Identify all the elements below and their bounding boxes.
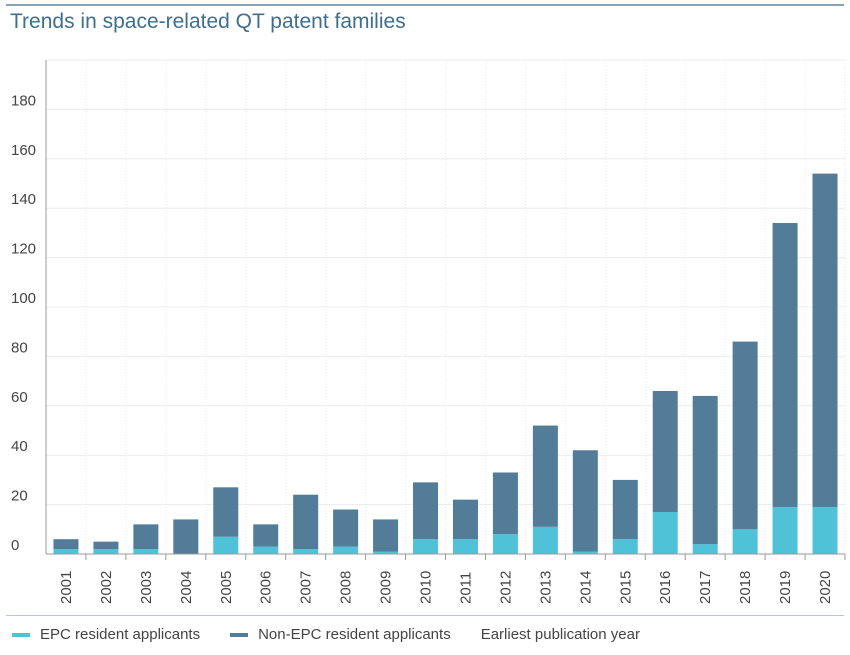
x-tick-label: 2015	[617, 571, 634, 604]
y-tick-label: 40	[11, 438, 28, 455]
x-tick-label: 2016	[657, 571, 674, 604]
legend-label-epc: EPC resident applicants	[40, 626, 201, 643]
bar-non-epc	[772, 223, 798, 508]
x-tick-label: 2020	[817, 571, 834, 604]
stacked-bar-chart: 0 20 40 60 80 100 120 140 160 180 2001 2002 2003 2004…	[11, 59, 846, 604]
x-tick-label: 2001	[58, 571, 75, 604]
bar-epc	[293, 549, 319, 554]
x-tick-label: 2007	[298, 571, 315, 604]
y-tick-label: 80	[11, 339, 28, 356]
bar-epc	[692, 544, 718, 554]
y-tick-label: 20	[11, 488, 28, 505]
x-tick-label: 2017	[697, 571, 714, 604]
legend-swatch-non-epc	[230, 632, 249, 637]
bar-non-epc	[213, 487, 239, 537]
bar-epc	[373, 551, 399, 554]
bar-non-epc	[812, 173, 838, 508]
bar-epc	[213, 536, 239, 554]
legend-item-epc: EPC resident applicants	[12, 626, 200, 643]
chart-title: Trends in space-related QT patent famili…	[10, 10, 406, 33]
bar-non-epc	[333, 509, 359, 547]
bar-non-epc	[133, 524, 159, 550]
x-tick-label: 2018	[737, 571, 754, 604]
y-tick-label: 160	[11, 142, 36, 159]
x-tick-label: 2006	[258, 571, 275, 604]
bar-non-epc	[373, 519, 399, 552]
bar-epc	[652, 512, 678, 554]
x-tick-label: 2013	[537, 571, 554, 604]
bar-non-epc	[53, 539, 79, 550]
x-axis-label: Earliest publication year	[480, 626, 640, 643]
legend: EPC resident applicants Non-EPC resident…	[12, 626, 670, 643]
bar-epc	[812, 507, 838, 554]
bar-non-epc	[173, 519, 199, 554]
bar-epc	[413, 539, 439, 554]
bar-epc	[93, 549, 119, 554]
y-tick-label: 120	[11, 241, 36, 258]
x-tick-label: 2011	[457, 572, 474, 604]
bar-non-epc	[293, 494, 319, 550]
bar-non-epc	[253, 524, 279, 547]
bar-epc	[572, 551, 598, 554]
bar-epc	[612, 539, 638, 554]
x-tick-label: 2004	[178, 571, 195, 604]
top-rule	[6, 4, 844, 6]
bottom-rule	[6, 615, 844, 616]
bar-non-epc	[532, 425, 558, 527]
bar-epc	[133, 549, 159, 554]
legend-item-xaxis: Earliest publication year	[481, 626, 640, 643]
y-tick-label: 180	[11, 92, 36, 109]
x-tick-label: 2012	[497, 571, 514, 604]
y-tick-label: 0	[11, 537, 19, 554]
bar-non-epc	[732, 341, 758, 530]
bar-epc	[492, 534, 518, 554]
y-tick-label: 100	[11, 290, 36, 307]
x-tick-label: 2010	[418, 571, 435, 604]
bar-non-epc	[452, 499, 478, 540]
bar-epc	[772, 507, 798, 554]
x-tick-label: 2002	[98, 571, 115, 604]
x-tick-label: 2014	[577, 571, 594, 604]
bar-epc	[732, 529, 758, 554]
x-tick-label: 2009	[378, 571, 395, 604]
legend-item-non-epc: Non-EPC resident applicants	[230, 626, 451, 643]
bar-non-epc	[692, 395, 718, 545]
x-tick-label: 2005	[218, 571, 235, 604]
legend-label-non-epc: Non-EPC resident applicants	[258, 626, 451, 643]
bar-non-epc	[612, 479, 638, 540]
bar-non-epc	[413, 482, 439, 540]
bar-epc	[333, 546, 359, 554]
legend-swatch-epc	[12, 632, 30, 637]
bar-non-epc	[572, 450, 598, 552]
bar-non-epc	[93, 541, 119, 550]
bar-epc	[253, 546, 279, 554]
y-tick-label: 140	[11, 191, 36, 208]
x-tick-label: 2003	[138, 571, 155, 604]
bar-non-epc	[652, 390, 678, 513]
bar-epc	[53, 549, 79, 554]
bar-epc	[452, 539, 478, 554]
x-tick-label: 2019	[777, 571, 794, 604]
y-tick-label: 60	[11, 389, 28, 406]
x-tick-label: 2008	[338, 571, 355, 604]
bar-epc	[532, 526, 558, 554]
bar-non-epc	[492, 472, 518, 535]
